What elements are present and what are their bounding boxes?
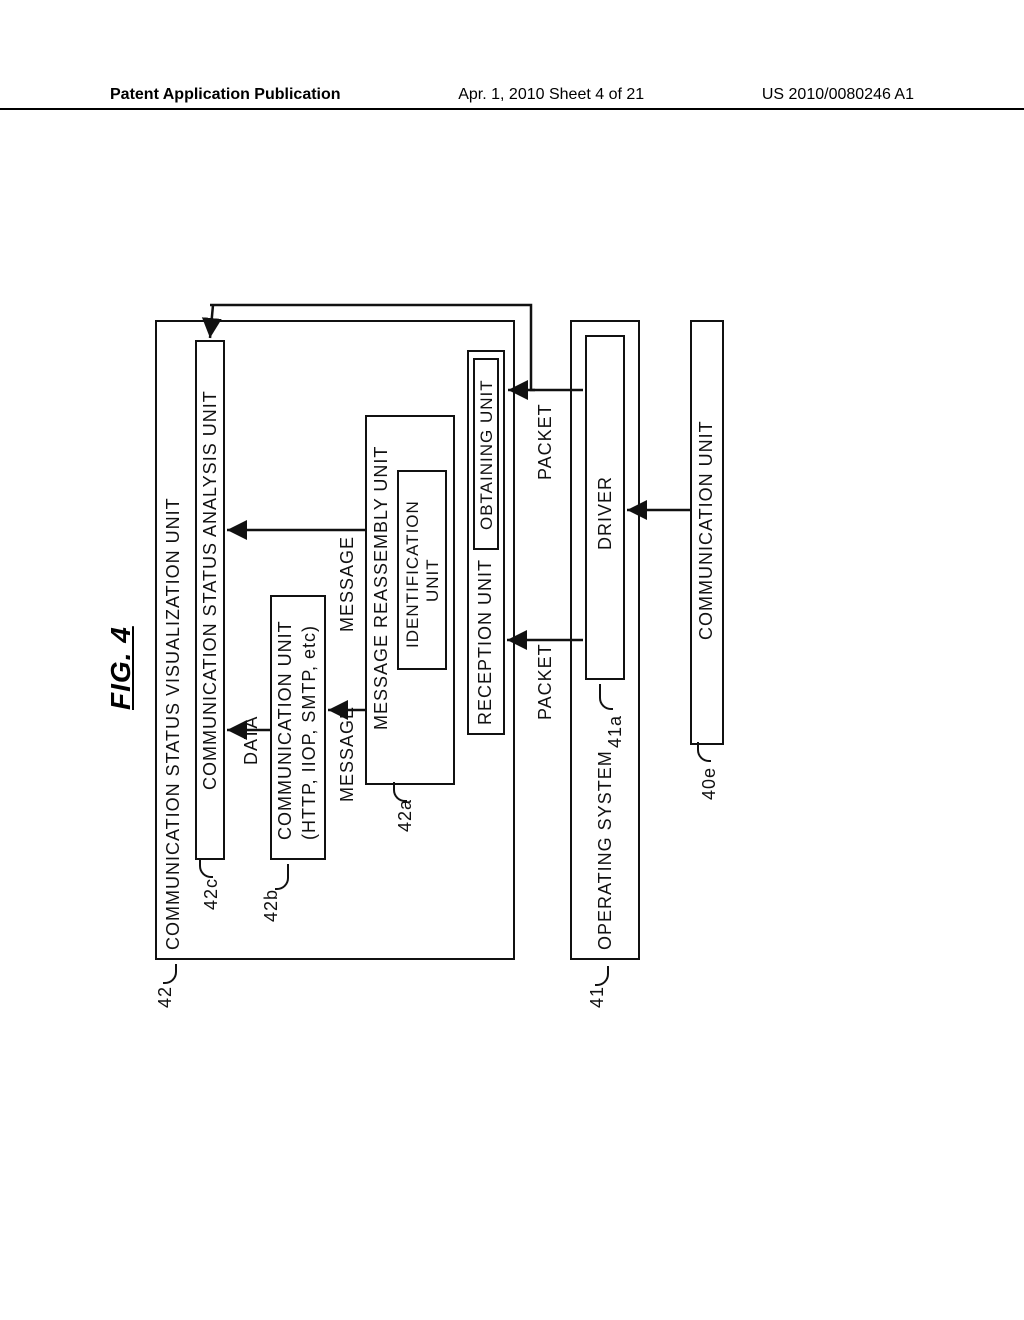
page-root: Patent Application Publication Apr. 1, 2…	[0, 0, 1024, 1320]
header-left: Patent Application Publication	[110, 86, 341, 104]
arrows-svg	[115, 280, 775, 1050]
header-right: US 2010/0080246 A1	[762, 86, 914, 104]
diagram-canvas: FIG. 4 COMMUNICATION STATUS VISUALIZATIO…	[115, 280, 775, 1050]
rotated-stage: FIG. 4 COMMUNICATION STATUS VISUALIZATIO…	[115, 280, 775, 1050]
header-mid: Apr. 1, 2010 Sheet 4 of 21	[458, 86, 644, 104]
page-header: Patent Application Publication Apr. 1, 2…	[0, 86, 1024, 110]
